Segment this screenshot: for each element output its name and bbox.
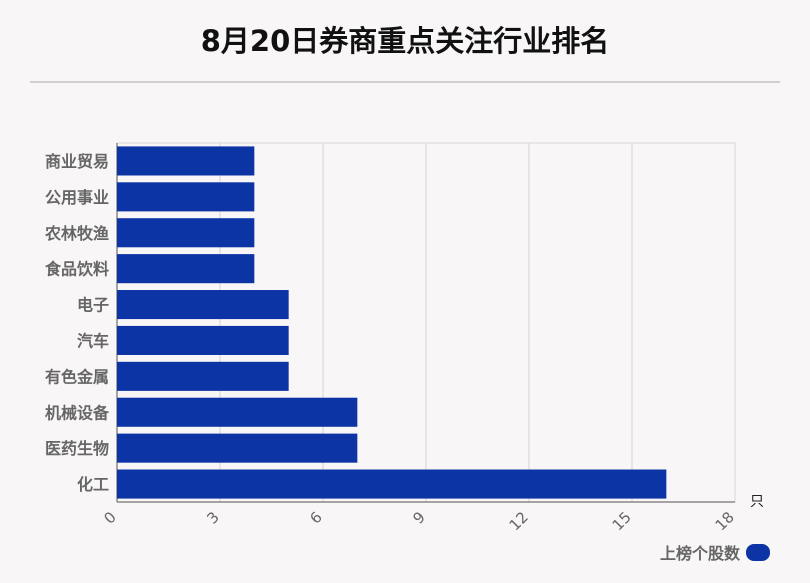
category-label: 电子	[77, 296, 109, 315]
bar	[117, 397, 358, 427]
x-tick-label: 18	[712, 508, 738, 534]
x-tick-label: 12	[506, 508, 532, 534]
legend-label: 上榜个股数	[659, 544, 740, 563]
bar	[117, 469, 667, 499]
category-label: 食品饮料	[44, 260, 109, 279]
category-label: 有色金属	[45, 367, 109, 386]
category-label: 医药生物	[45, 439, 109, 458]
bar	[117, 182, 255, 212]
bar	[117, 290, 289, 320]
bar	[117, 325, 289, 355]
title-divider	[30, 81, 780, 83]
x-tick-label: 0	[100, 508, 119, 527]
legend: 上榜个股数	[660, 540, 770, 564]
x-tick-label: 9	[409, 508, 428, 527]
x-unit-label: 只	[750, 494, 764, 510]
bar	[117, 433, 358, 463]
x-tick-label: 3	[203, 508, 222, 527]
bar	[117, 254, 255, 284]
x-tick-label: 15	[609, 508, 635, 534]
category-label: 汽车	[77, 331, 109, 350]
category-label: 商业贸易	[45, 152, 109, 171]
bar	[117, 146, 255, 176]
category-label: 公用事业	[45, 188, 109, 207]
legend-swatch[interactable]	[746, 543, 770, 561]
category-label: 农林牧渔	[44, 224, 109, 243]
x-tick-label: 6	[306, 508, 325, 527]
category-label: 化工	[77, 475, 109, 494]
bar	[117, 218, 255, 248]
category-label: 机械设备	[45, 403, 110, 422]
chart-title: 8月20日券商重点关注行业排名	[200, 24, 610, 58]
bar	[117, 361, 289, 391]
